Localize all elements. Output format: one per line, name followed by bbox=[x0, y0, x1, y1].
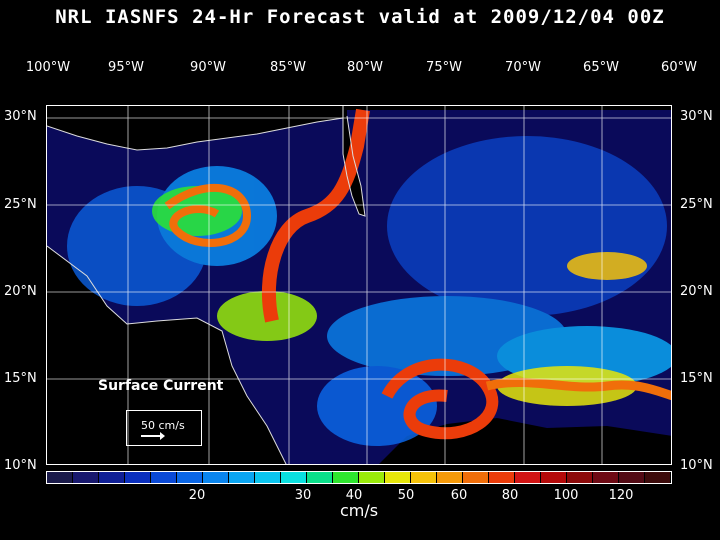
colorbar-tick: 100 bbox=[553, 488, 579, 503]
lon-label: 75°W bbox=[426, 60, 462, 75]
colorbar-cell bbox=[515, 472, 541, 483]
colorbar-cell bbox=[463, 472, 489, 483]
lat-label-right: 15°N bbox=[680, 371, 713, 386]
lon-label: 70°W bbox=[505, 60, 541, 75]
lon-label: 85°W bbox=[270, 60, 306, 75]
colorbar-tick: 50 bbox=[397, 488, 415, 503]
lat-label-left: 10°N bbox=[4, 458, 37, 473]
current-speed-map bbox=[46, 105, 672, 465]
lat-label-left: 15°N bbox=[4, 371, 37, 386]
lat-label-right: 30°N bbox=[680, 109, 713, 124]
colorbar-cell bbox=[281, 472, 307, 483]
colorbar-cell bbox=[385, 472, 411, 483]
gulf-coast-land bbox=[47, 106, 343, 148]
gulf-eddy bbox=[164, 183, 252, 247]
colorbar-cell bbox=[203, 472, 229, 483]
lon-label: 65°W bbox=[583, 60, 619, 75]
map-graphic bbox=[47, 106, 671, 464]
colorbar-cell bbox=[307, 472, 333, 483]
colorbar-cell bbox=[47, 472, 73, 483]
colorbar-cell bbox=[489, 472, 515, 483]
colorbar-cell bbox=[619, 472, 645, 483]
reference-vector-label: 50 cm/s bbox=[141, 419, 185, 432]
colorbar bbox=[46, 471, 672, 484]
colorbar-cell bbox=[359, 472, 385, 483]
reference-vector-box: 50 cm/s bbox=[126, 410, 202, 446]
colorbar-cell bbox=[541, 472, 567, 483]
lon-label: 60°W bbox=[661, 60, 697, 75]
colorbar-cell bbox=[645, 472, 671, 483]
colorbar-cell bbox=[99, 472, 125, 483]
lat-label-right: 25°N bbox=[680, 197, 713, 212]
page-title: NRL IASNFS 24-Hr Forecast valid at 2009/… bbox=[55, 6, 665, 28]
colorbar-cell bbox=[151, 472, 177, 483]
colorbar-tick: 80 bbox=[501, 488, 519, 503]
colorbar-cell bbox=[593, 472, 619, 483]
colorbar-cell bbox=[333, 472, 359, 483]
colorbar-cell bbox=[567, 472, 593, 483]
colorbar-tick: 60 bbox=[450, 488, 468, 503]
colorbar-cell bbox=[437, 472, 463, 483]
longitude-labels: 100°W 95°W 90°W 85°W 80°W 75°W 70°W 65°W… bbox=[0, 60, 720, 78]
colorbar-tick: 30 bbox=[294, 488, 312, 503]
atlantic-top-land bbox=[347, 106, 671, 110]
colorbar-tick: 120 bbox=[608, 488, 634, 503]
colorbar-cell bbox=[125, 472, 151, 483]
lon-label: 90°W bbox=[190, 60, 226, 75]
caribbean-eddy bbox=[381, 358, 499, 440]
lat-label-left: 30°N bbox=[4, 109, 37, 124]
lon-label: 95°W bbox=[108, 60, 144, 75]
lat-label-left: 25°N bbox=[4, 197, 37, 212]
lat-label-right: 20°N bbox=[680, 284, 713, 299]
colorbar-cell bbox=[177, 472, 203, 483]
colorbar-cell bbox=[229, 472, 255, 483]
colorbar-cell bbox=[73, 472, 99, 483]
loop-current bbox=[262, 108, 370, 323]
lat-label-left: 20°N bbox=[4, 284, 37, 299]
coastline bbox=[47, 106, 366, 464]
lat-label-right: 10°N bbox=[680, 458, 713, 473]
mexico-central-america-land bbox=[47, 246, 286, 464]
graticule bbox=[47, 106, 671, 464]
colorbar-cell bbox=[411, 472, 437, 483]
colorbar-cell bbox=[255, 472, 281, 483]
reference-arrow-icon bbox=[141, 432, 165, 440]
colorbar-tick: 20 bbox=[188, 488, 206, 503]
legend-title: Surface Current bbox=[98, 378, 224, 394]
lon-label: 100°W bbox=[25, 60, 71, 75]
colorbar-unit: cm/s bbox=[340, 501, 379, 520]
colorbar-tick: 40 bbox=[345, 488, 363, 503]
lon-label: 80°W bbox=[347, 60, 383, 75]
